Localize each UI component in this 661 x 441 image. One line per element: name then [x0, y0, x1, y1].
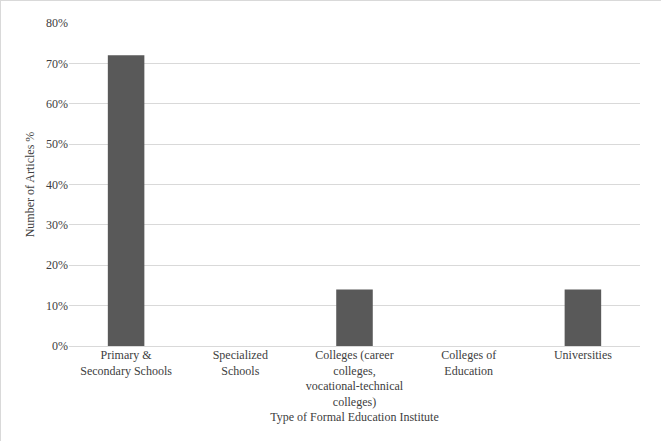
svg-text:Type of Formal Education Insti: Type of Formal Education Institute [270, 410, 438, 424]
svg-text:50%: 50% [46, 137, 68, 151]
svg-text:Primary &Secondary Schools: Primary &Secondary Schools [80, 348, 172, 378]
svg-text:Universities: Universities [554, 348, 612, 362]
svg-text:40%: 40% [46, 178, 68, 192]
svg-text:80%: 80% [46, 16, 68, 30]
svg-text:20%: 20% [46, 258, 68, 272]
svg-text:10%: 10% [46, 299, 68, 313]
svg-text:70%: 70% [46, 57, 68, 71]
svg-text:0%: 0% [52, 339, 68, 353]
svg-text:30%: 30% [46, 218, 68, 232]
svg-text:Colleges ofEducation: Colleges ofEducation [441, 348, 496, 378]
svg-text:Colleges (careercolleges,vocat: Colleges (careercolleges,vocational-tech… [306, 348, 404, 409]
svg-text:Number of Articles %: Number of Articles % [23, 132, 37, 238]
svg-text:SpecializedSchools: SpecializedSchools [213, 348, 268, 378]
svg-text:60%: 60% [46, 97, 68, 111]
